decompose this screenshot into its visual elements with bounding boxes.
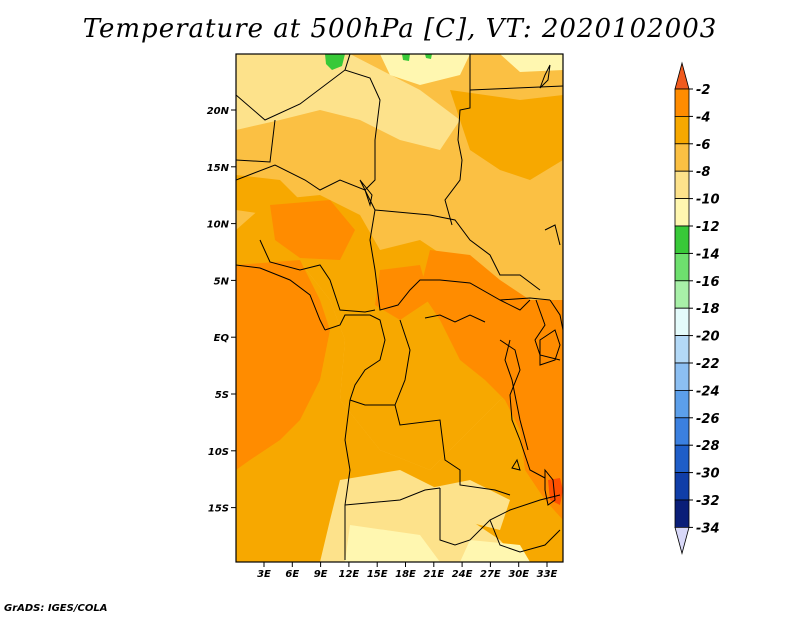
country-borders	[236, 54, 563, 560]
lat-label: 10S	[208, 447, 229, 458]
lon-label: 3E	[257, 569, 271, 580]
temperature-field	[236, 54, 563, 562]
colorbar-swatch	[674, 444, 690, 474]
lon-label: 12E	[339, 569, 360, 580]
colorbar-label: -2	[696, 83, 710, 98]
colorbar-top-arrow	[674, 61, 690, 90]
colorbar-swatch	[674, 335, 690, 364]
colorbar-label: -34	[696, 521, 720, 536]
colorbar-bottom-arrow	[674, 527, 690, 555]
lon-label: 27E	[480, 569, 501, 580]
lat-label: 5N	[214, 276, 230, 287]
colorbar-label: -30	[696, 467, 720, 482]
colorbar-swatch	[674, 389, 690, 419]
lon-label: 33E	[537, 569, 558, 580]
colorbar-label: -14	[696, 247, 720, 262]
colorbar-swatch	[674, 252, 690, 282]
colorbar-swatch	[674, 225, 690, 254]
colorbar-label: -18	[696, 302, 720, 317]
colorbar-swatch	[674, 198, 690, 227]
lon-label: 21E	[423, 569, 444, 580]
lon-label: 30E	[508, 569, 529, 580]
colorbar-swatch	[674, 280, 690, 309]
map-frame	[235, 53, 564, 563]
colorbar-swatch	[674, 143, 690, 172]
lon-label: 15E	[367, 569, 388, 580]
lon-label: 18E	[395, 569, 416, 580]
longitude-axis: 3E 6E 9E 12E 15E 18E 21E 24E 27E 30E 33E	[257, 562, 558, 580]
grads-credit: GrADS: IGES/COLA	[4, 603, 108, 614]
colorbar-label: -6	[696, 138, 710, 153]
lat-label: 10N	[207, 220, 230, 231]
colorbar-label: -10	[696, 193, 720, 208]
colorbar-swatch	[674, 472, 690, 501]
colorbar-label: -16	[696, 275, 720, 290]
colorbar-label: -4	[696, 110, 710, 125]
lat-label: 15N	[207, 163, 230, 174]
colorbar-label: -12	[696, 220, 720, 235]
lon-label: 9E	[314, 569, 328, 580]
colorbar-label: -24	[696, 384, 720, 399]
colorbar-swatch	[674, 116, 690, 145]
latitude-axis: 20N 15N 10N 5N EQ 5S 10S 15S	[207, 106, 236, 515]
colorbar-swatch	[674, 170, 690, 199]
lon-label: 6E	[285, 569, 299, 580]
lat-label: 5S	[215, 390, 229, 401]
colorbar-label: -26	[696, 412, 720, 427]
lon-label: 24E	[452, 569, 473, 580]
colorbar-swatch	[674, 88, 690, 117]
colorbar-swatch	[674, 417, 690, 446]
colorbar-swatch	[674, 362, 690, 391]
colorbar-swatch	[674, 499, 690, 528]
colorbar: -2 -4 -6 -8 -10 -12 -14 -16 -18 -20 -22 -24 -26 -28 -3…	[674, 61, 720, 555]
colorbar-swatch	[674, 307, 690, 337]
chart-title: Temperature at 500hPa [C], VT: 202010200…	[82, 14, 718, 44]
colorbar-label: -28	[696, 439, 720, 454]
colorbar-label: -32	[696, 494, 720, 509]
lat-label: 15S	[208, 504, 229, 515]
lat-label: 20N	[207, 106, 230, 117]
colorbar-label: -8	[696, 165, 710, 180]
colorbar-label: -20	[696, 330, 720, 345]
lat-label: EQ	[214, 333, 230, 344]
colorbar-label: -22	[696, 357, 720, 372]
